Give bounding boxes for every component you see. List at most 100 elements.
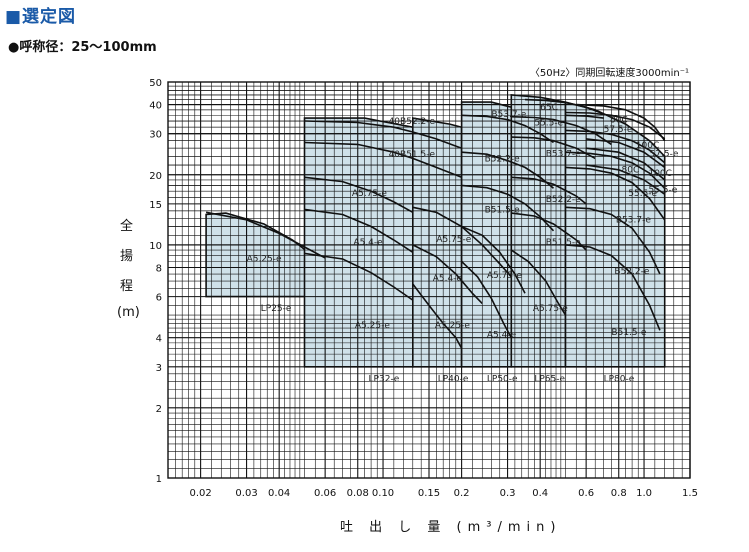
curve-label: 100C [648,169,671,179]
y-tick-label: 20 [149,171,162,182]
y-tick-label: 15 [149,200,162,211]
x-tick-label: 0.3 [500,488,516,499]
curve-57-5-e [586,138,666,169]
rotation-speed-note: 〈50Hz〉同期回転速度3000min⁻¹ [529,68,689,79]
curve-b53-7-e [461,114,554,144]
curve-label: B52.2-e [485,154,520,164]
region-label: LP25-e [261,304,292,314]
curve-label: B51.5-e [546,238,581,248]
y-tick-label: 6 [156,293,162,304]
curve-a5-75-e [510,249,567,316]
x-tick-label: 0.02 [189,488,211,499]
x-tick-label: 1.5 [682,488,698,499]
curve-label: B52.2-e [614,267,649,277]
curve-label: A5.75-e [487,271,522,281]
x-tick-label: 0.2 [454,488,470,499]
curve-label: A5.25-e [435,321,470,331]
curve-65c [524,98,604,115]
curve-label: 40B51.5-e [389,150,436,160]
x-tick-label: 0.10 [372,488,394,499]
y-tick-label: 30 [149,130,162,141]
curve-a5-4-e [461,260,513,339]
y-tick-label: 3 [156,363,162,374]
subheading: ●呼称径：25〜100mm [8,40,157,55]
region-lp65-e [510,94,567,368]
region-label: LP40-e [438,374,469,384]
curve-55-5-e [585,164,666,195]
curve-label: A5.4-e [353,238,383,248]
curve-label: 55.5-e [648,185,677,195]
curve-a5-25-e [304,252,414,301]
curve-label: A5.25-e [247,254,282,264]
y-axis-label-char-3: 程 [120,279,134,294]
y-tick-label: 50 [149,78,162,89]
curve-a5-4-e [412,244,483,305]
curve-label: B53.7-e [491,110,526,120]
x-axis-label: 吐 出 し 量 (m³/min) [340,520,562,535]
curve-b53-7-e [511,136,596,160]
curve-b53-7-e [565,166,666,221]
x-tick-label: 0.15 [418,488,440,499]
region-label: LP80-e [604,374,635,384]
curve-100c [586,147,666,181]
curve-label: 80C [622,165,640,175]
curve-label: 40B52.2-e [389,117,436,127]
curve-b52-2-e [565,206,661,275]
curve-40b52-2-e [304,120,462,149]
curve-label: 55.5-e [628,189,657,199]
curve-label: B51.5-e [611,328,646,338]
y-tick-label: 8 [156,264,162,275]
curve-80c [565,129,666,164]
curve-label: A5.4-e [433,274,463,284]
heading: ■選定図 [5,2,76,27]
curve-label: 55.5-e [534,119,563,129]
y-tick-label: 10 [149,241,162,252]
curve-label: 65C [540,103,558,113]
x-tick-label: 0.6 [578,488,594,499]
x-tick-label: 0.03 [235,488,257,499]
region-label: LP50-e [487,374,518,384]
curve-a5-75-e [461,225,526,294]
curve-a5-4-e [304,208,414,253]
y-axis-label-char-2: 揚 [120,249,134,264]
curve-label: A5.75-e [436,235,471,245]
curve-label: A5.75-e [533,304,568,314]
curve-label: B51.5-e [485,205,520,215]
x-tick-label: 0.08 [347,488,369,499]
curve-a5-75-e [412,206,512,278]
y-tick-label: 40 [149,101,162,112]
grid [167,81,691,479]
curve-label: A5.75-e [352,189,387,199]
curve-label: 57.5-e [604,125,633,135]
curve-100c [576,103,666,142]
x-tick-label: 0.4 [532,488,548,499]
curve-label: 80C [610,116,628,126]
curve-b51-5-e [565,244,661,331]
curve-label: A5.4-e [487,331,517,341]
curve-55-5-e [565,151,666,189]
curve-label: B53.7-e [616,215,651,225]
heading-text: ■選定図 [5,7,77,27]
plot-frame [167,81,691,479]
curve-a5-75-e [304,176,414,214]
curve-label: A5.25-e [355,321,390,331]
curve-40b51-5-e [304,141,462,179]
x-tick-label: 0.8 [611,488,627,499]
y-axis-label-char-1: 全 [120,219,134,234]
y-tick-label: 4 [156,334,162,345]
y-tick-label: 2 [156,404,162,415]
region-label: LP32-e [369,374,400,384]
curve-a5-25-e [412,283,463,349]
curve-57-5-e [565,111,666,140]
curve-label: B52.2-e [546,195,581,205]
curve-b52-2-e [511,176,587,205]
curve-80c [565,114,604,119]
curve-b52-2-e [461,151,555,189]
curve-55-5-e [511,115,612,146]
y-tick-label: 1 [156,474,162,485]
x-tick-label: 1.0 [636,488,652,499]
region-label: LP65-e [534,374,565,384]
curve-a5-25-e [205,211,326,259]
curve-b51-5-e [511,212,587,251]
